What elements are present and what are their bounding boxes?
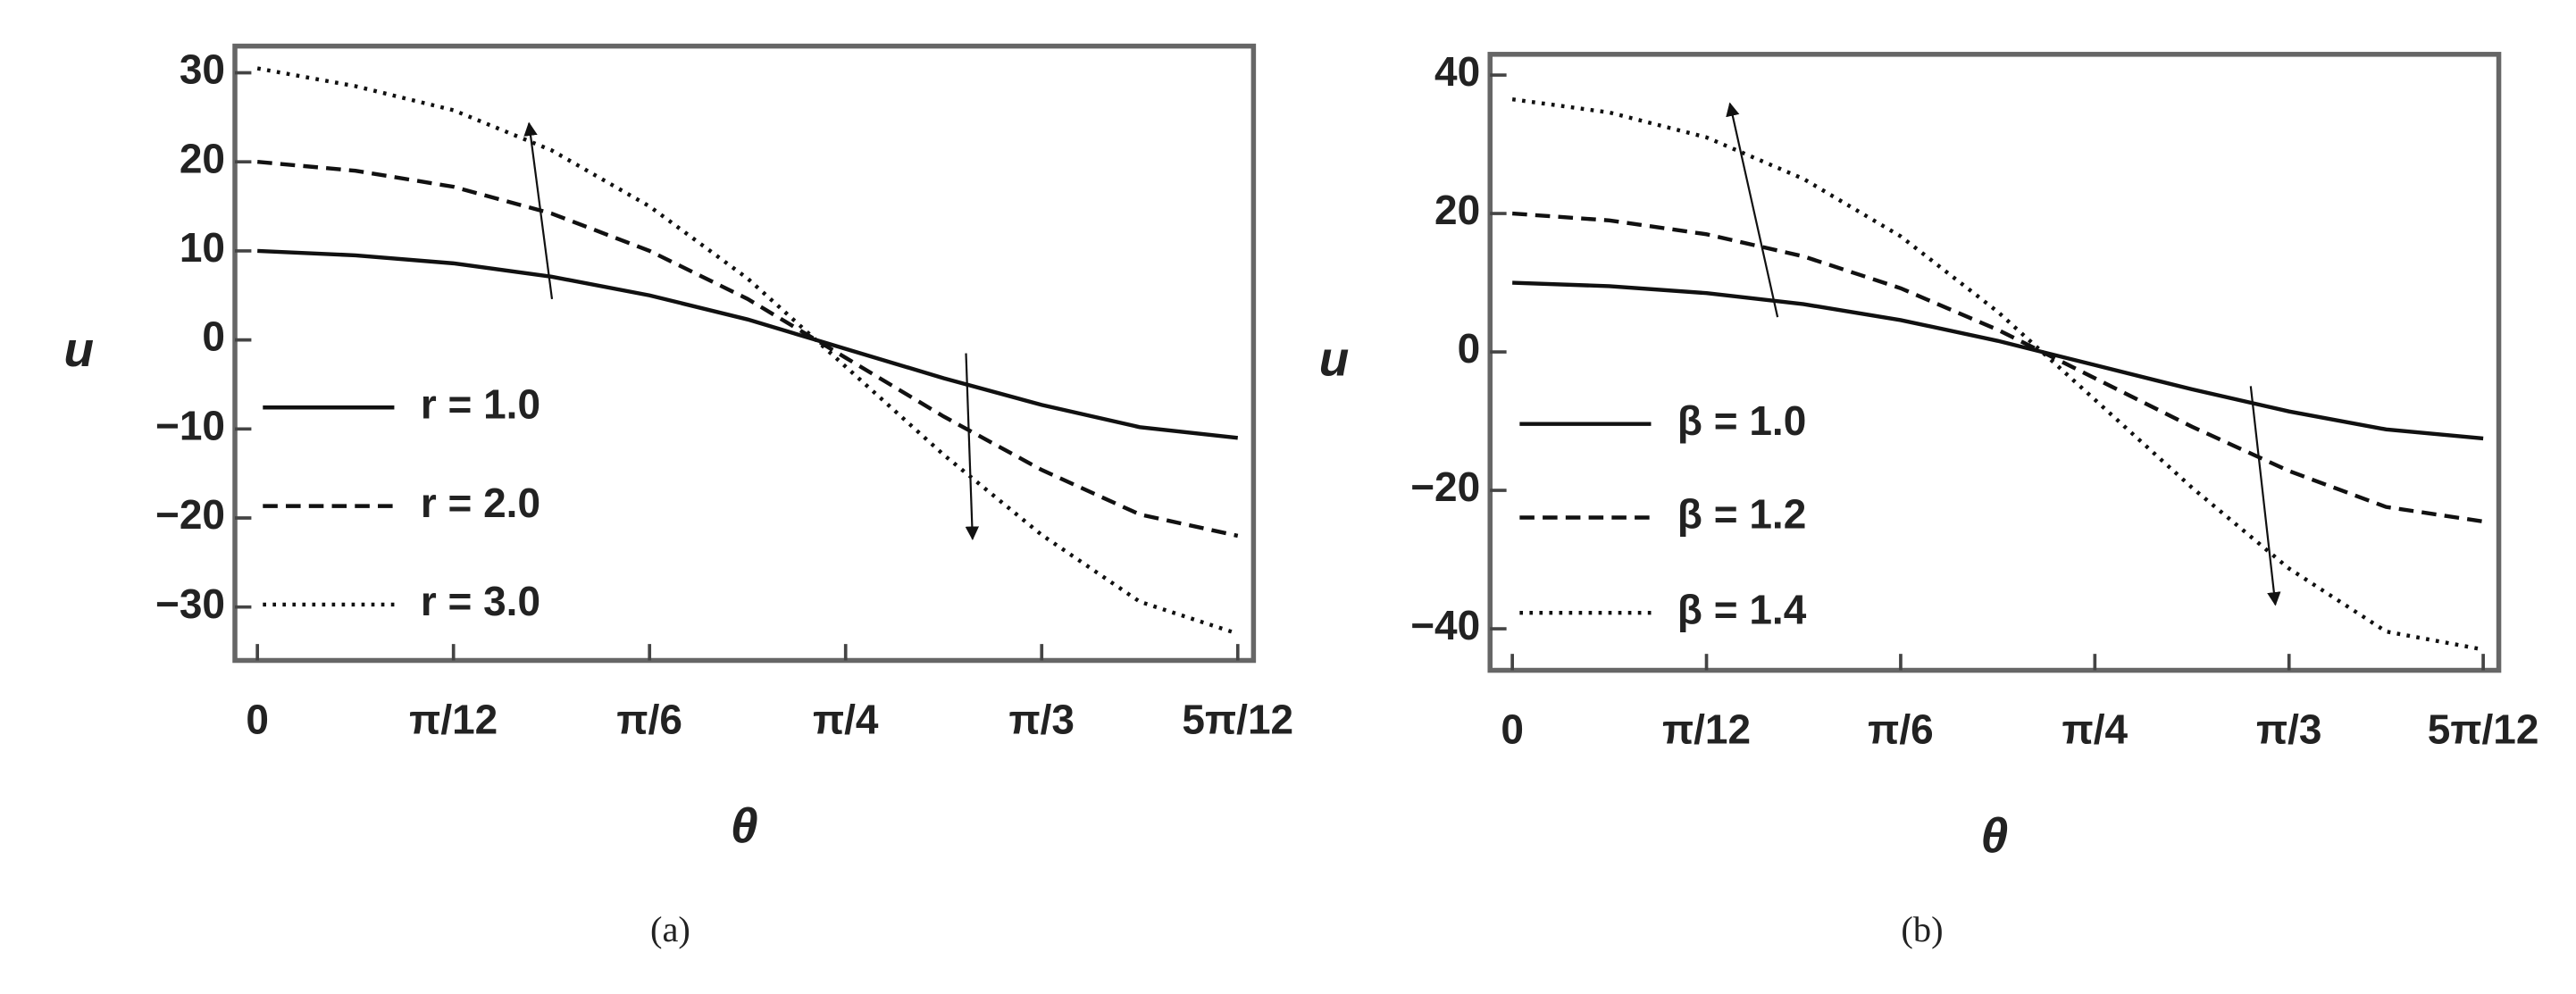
series-line (1511, 96, 2484, 652)
x-tick-label: π/12 (1662, 706, 1751, 753)
y-axis-title: u (1319, 330, 1350, 386)
legend-label: r = 1.0 (421, 380, 540, 427)
plot-frame (232, 43, 1257, 664)
x-tick-label: 5π/12 (2428, 706, 2539, 753)
series-line (256, 66, 1239, 636)
x-axis-title: θ (731, 798, 758, 854)
y-tick-label: −40 (1410, 602, 1480, 648)
legend-label: r = 2.0 (421, 480, 540, 526)
series-line (1511, 211, 2484, 524)
series-line (257, 248, 1239, 440)
caption: (a) (650, 909, 690, 949)
y-tick-label: 10 (180, 224, 225, 271)
x-tick-label: π/12 (409, 697, 498, 743)
panel: 40 20 0 −20 −40 0 π/12 π/6 π/4 π/3 5π/12 u θ (b) β = 1… (1319, 48, 2539, 949)
series-line (256, 160, 1239, 539)
y-tick-label: 30 (180, 46, 225, 93)
x-axis-title: θ (1981, 808, 2009, 864)
y-tick-label: −10 (155, 402, 225, 448)
x-tick-label: π/3 (1008, 697, 1075, 743)
legend-label: β = 1.2 (1677, 491, 1806, 538)
y-tick-label: 20 (180, 135, 225, 181)
y-tick-label: −20 (155, 491, 225, 538)
x-tick-label: 0 (246, 697, 269, 743)
x-tick-label: π/4 (813, 697, 879, 743)
x-tick-label: π/3 (2256, 706, 2322, 753)
y-tick-label: 0 (202, 313, 225, 360)
y-tick-label: 20 (1434, 187, 1480, 233)
y-tick-label: 40 (1434, 48, 1480, 95)
panel: 30 20 10 0 −10 −20 −30 0 π/12 π/6 π/4 π/3 5π/12 u θ (a)… (63, 43, 1293, 949)
x-tick-label: π/6 (616, 697, 682, 743)
x-tick-label: π/6 (1868, 706, 1934, 753)
y-tick-label: −20 (1410, 464, 1480, 510)
arrow (1726, 102, 1779, 318)
arrow (2249, 386, 2281, 606)
legend-label: β = 1.0 (1677, 397, 1806, 444)
plot-frame (1487, 52, 2502, 673)
caption: (b) (1901, 909, 1943, 949)
x-tick-label: π/4 (2062, 706, 2129, 753)
legend-label: r = 3.0 (421, 578, 540, 624)
x-tick-label: 0 (1501, 706, 1524, 753)
arrow (965, 353, 980, 540)
legend-label: β = 1.4 (1677, 586, 1807, 632)
y-tick-label: 0 (1458, 325, 1481, 372)
y-axis-title: u (63, 322, 94, 377)
x-tick-label: 5π/12 (1182, 697, 1293, 743)
arrows (523, 102, 2281, 606)
series-line (1512, 280, 2484, 441)
y-tick-label: −30 (155, 581, 225, 627)
